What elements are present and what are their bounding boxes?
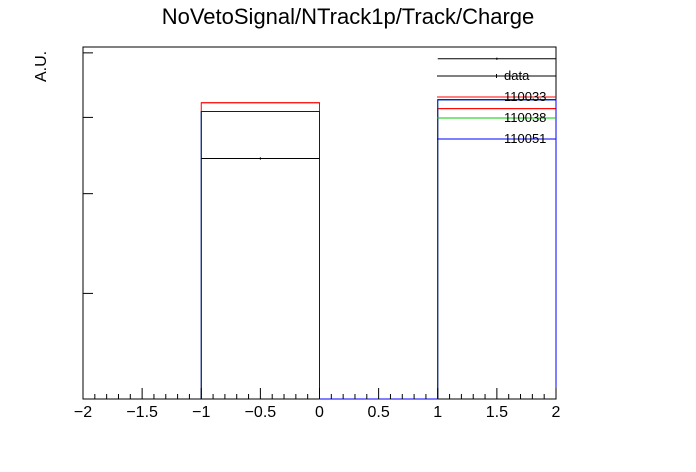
series-layer xyxy=(200,57,557,400)
axes-layer: −2 −1.5 −1 −0.5 0 0.5 1 1.5 2 xyxy=(74,52,561,421)
series-110033-outline xyxy=(200,102,557,400)
x-tick-label: 2 xyxy=(552,404,561,421)
x-tick-label: 1 xyxy=(433,404,442,421)
series-110051-outline xyxy=(200,99,557,400)
series-110038-outline xyxy=(200,99,557,400)
x-tick-label: 0 xyxy=(315,404,324,421)
x-tick-label: −1.5 xyxy=(126,404,158,421)
legend: data 110033 110038 110051 xyxy=(437,68,556,146)
x-tick-label: −2 xyxy=(74,404,92,421)
legend-data-label: data xyxy=(504,68,530,83)
x-tick-label: 0.5 xyxy=(368,404,390,421)
legend-110033-label: 110033 xyxy=(504,89,546,104)
y-axis-label: A.U. xyxy=(33,51,50,82)
x-tick-label: −1 xyxy=(192,404,210,421)
x-tick-label: −0.5 xyxy=(245,404,277,421)
chart-title: NoVetoSignal/NTrack1p/Track/Charge xyxy=(162,4,535,29)
legend-110038-label: 110038 xyxy=(504,110,546,125)
x-tick-label: 1.5 xyxy=(486,404,508,421)
legend-110051-label: 110051 xyxy=(504,131,546,146)
